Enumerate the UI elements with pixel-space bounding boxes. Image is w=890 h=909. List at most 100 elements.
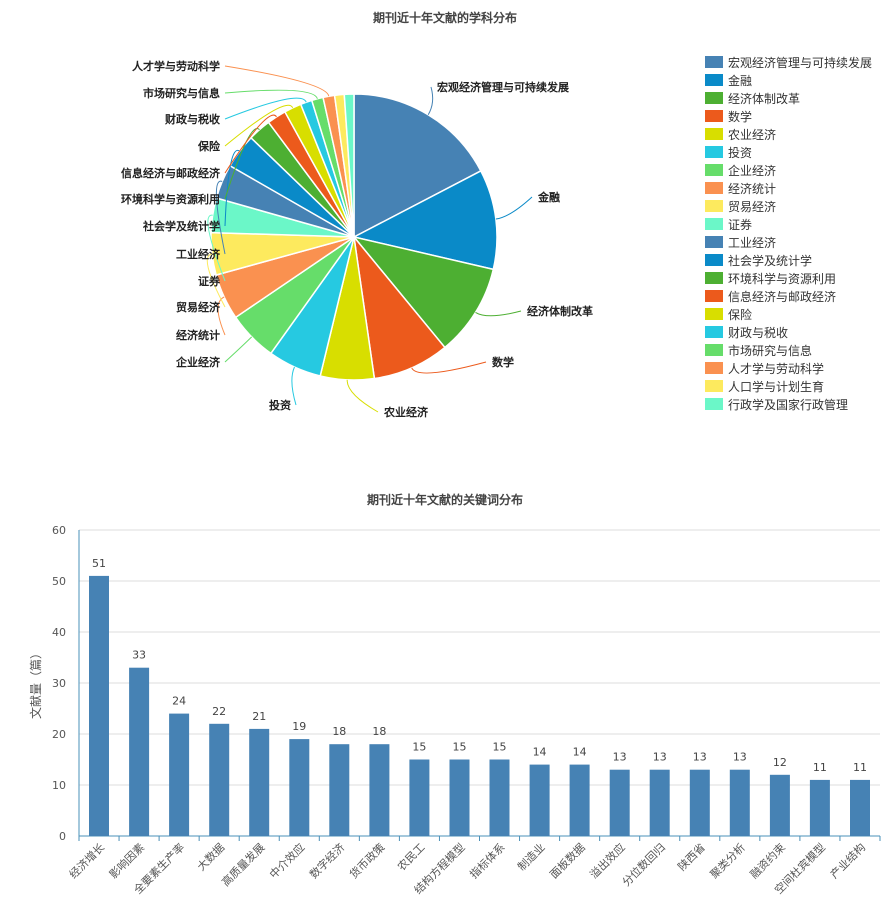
pie-chart-title: 期刊近十年文献的学科分布 — [372, 11, 517, 25]
bar[interactable] — [609, 769, 630, 836]
x-tick-label: 中介效应 — [266, 840, 307, 881]
legend-item[interactable]: 宏观经济管理与可持续发展 — [705, 53, 872, 71]
y-axis-label: 文献量（篇） — [28, 647, 43, 719]
bar[interactable] — [209, 723, 230, 836]
legend-item[interactable]: 农业经济 — [705, 125, 872, 143]
pie-slice-label: 宏观经济管理与可持续发展 — [437, 80, 570, 94]
legend-label: 人口学与计划生育 — [728, 379, 825, 394]
pie-leader-line — [215, 180, 226, 255]
pie-slice-label: 贸易经济 — [176, 300, 221, 314]
bar[interactable] — [529, 764, 550, 836]
bar-value-label: 19 — [292, 720, 306, 733]
bar[interactable] — [729, 769, 750, 836]
bar[interactable] — [769, 774, 790, 836]
pie-legend: 宏观经济管理与可持续发展 金融经济体制改革 数学 农业经济投资企业经济 经济统计贸易经济… — [705, 53, 872, 413]
legend-label: 贸易经济 — [728, 199, 777, 214]
legend-swatch — [705, 272, 723, 284]
pie-slice[interactable] — [353, 93, 482, 239]
legend-item[interactable]: 行政学及国家行政管理 — [705, 395, 872, 413]
bar[interactable] — [169, 713, 190, 836]
legend-item[interactable]: 工业经济 — [705, 233, 872, 251]
pie-slice-label: 财政与税收 — [164, 112, 220, 126]
legend-item[interactable]: 财政与税收 — [705, 323, 872, 341]
legend-item[interactable]: 市场研究与信息 — [705, 341, 872, 359]
y-tick-label: 10 — [52, 779, 66, 792]
legend-item[interactable]: 社会学及统计学 — [705, 251, 872, 269]
legend-label: 宏观经济管理与可持续发展 — [728, 55, 873, 70]
x-tick-label: 农民工 — [394, 840, 427, 873]
legend-label: 金融 — [728, 73, 753, 88]
bar-value-label: 11 — [813, 761, 827, 774]
bar[interactable] — [689, 769, 710, 836]
x-tick-label: 溢出效应 — [587, 840, 628, 881]
pie-slice-label: 工业经济 — [176, 247, 221, 261]
legend-item[interactable]: 经济体制改革 — [705, 89, 872, 107]
legend-swatch — [705, 182, 723, 194]
legend-item[interactable]: 信息经济与邮政经济 — [705, 287, 872, 305]
pie-leader-line — [217, 296, 226, 336]
pie-slice-label: 农业经济 — [383, 405, 429, 419]
bar-value-label: 15 — [412, 741, 426, 754]
legend-item[interactable]: 环境科学与资源利用 — [705, 269, 872, 287]
bar[interactable] — [409, 759, 430, 837]
x-tick-label: 货币政策 — [346, 840, 387, 881]
bar-value-label: 18 — [372, 725, 386, 738]
bar[interactable] — [249, 728, 270, 836]
x-tick-label: 融资约束 — [748, 841, 788, 881]
legend-item[interactable]: 经济统计 — [705, 179, 872, 197]
x-tick-label: 经济增长 — [66, 840, 107, 881]
bar-value-label: 18 — [332, 725, 346, 738]
bar-value-label: 14 — [533, 746, 547, 759]
y-tick-label: 20 — [52, 728, 66, 741]
pie-slice-label: 人才学与劳动科学 — [132, 59, 220, 73]
bar[interactable] — [569, 764, 590, 836]
legend-swatch — [705, 380, 723, 392]
legend-label: 环境科学与资源利用 — [728, 271, 837, 286]
legend-item[interactable]: 企业经济 — [705, 161, 872, 179]
bar[interactable] — [649, 769, 670, 836]
legend-item[interactable]: 证券 — [705, 215, 872, 233]
legend-swatch — [705, 254, 723, 266]
legend-item[interactable]: 保险 — [705, 305, 872, 323]
legend-item[interactable]: 金融 — [705, 71, 872, 89]
y-tick-label: 0 — [59, 830, 66, 843]
pie-slice-label: 社会学及统计学 — [142, 219, 220, 233]
bar[interactable] — [89, 575, 109, 836]
legend-item[interactable]: 数学 — [705, 107, 872, 125]
y-tick-label: 60 — [52, 524, 66, 537]
legend-swatch — [705, 290, 723, 302]
bar[interactable] — [329, 744, 350, 836]
legend-label: 信息经济与邮政经济 — [728, 289, 837, 304]
x-tick-label: 陕西省 — [675, 840, 708, 873]
pie-slice-label: 保险 — [197, 139, 221, 153]
bar[interactable] — [129, 667, 150, 836]
legend-label: 社会学及统计学 — [728, 253, 813, 268]
legend-swatch — [705, 326, 723, 338]
legend-item[interactable]: 投资 — [705, 143, 872, 161]
legend-swatch — [705, 308, 723, 320]
bar[interactable] — [369, 744, 390, 836]
bar[interactable] — [449, 759, 470, 837]
legend-item[interactable]: 贸易经济 — [705, 197, 872, 215]
legend-label: 投资 — [728, 145, 753, 160]
pie-leader-line — [224, 65, 330, 97]
bar[interactable] — [809, 779, 830, 836]
legend-item[interactable]: 人口学与计划生育 — [705, 377, 872, 395]
legend-label: 企业经济 — [728, 163, 777, 178]
legend-swatch — [705, 344, 723, 356]
bar-chart: 0102030405060文献量（篇）51经济增长33影响因素24全要素生产率2… — [28, 524, 881, 897]
bar[interactable] — [289, 739, 310, 836]
pie-slice-label: 环境科学与资源利用 — [121, 192, 220, 206]
pie-leader-line — [224, 89, 318, 100]
legend-label: 人才学与劳动科学 — [728, 361, 825, 376]
x-tick-label: 产业结构 — [827, 840, 868, 881]
bar[interactable] — [489, 759, 510, 837]
legend-item[interactable]: 人才学与劳动科学 — [705, 359, 872, 377]
legend-label: 经济体制改革 — [728, 91, 801, 106]
legend-swatch — [705, 56, 723, 68]
pie-slice[interactable] — [343, 93, 355, 238]
bar[interactable] — [850, 779, 870, 836]
pie-leader-line — [224, 104, 294, 147]
pie-slice-label: 市场研究与信息 — [143, 86, 220, 100]
